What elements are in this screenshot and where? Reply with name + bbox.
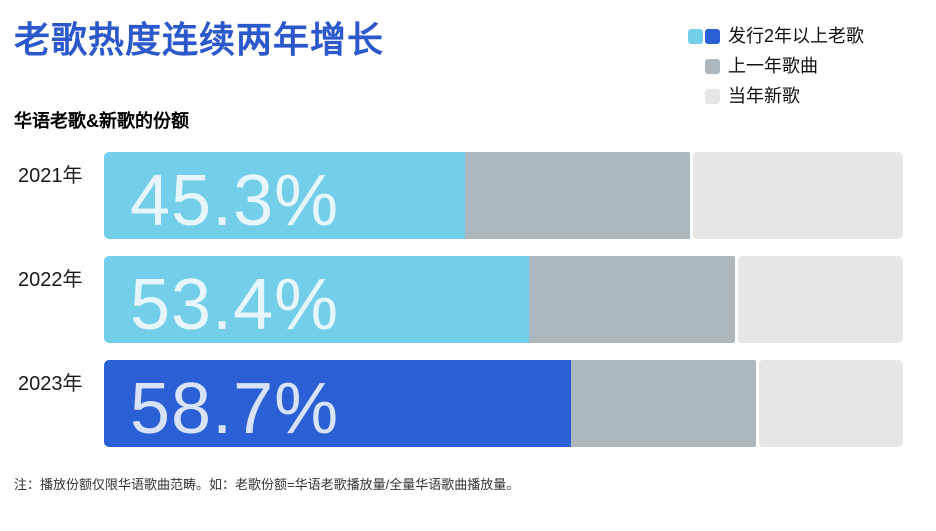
legend-swatch-group: [686, 58, 720, 74]
bar-segment-prev-year: [571, 360, 756, 447]
year-label-2023: 2023年: [18, 373, 83, 395]
bar-2022: 53.4%: [104, 256, 903, 343]
bar-row-2022: 2022年 53.4%: [0, 256, 903, 343]
bar-row-2021: 2021年 45.3%: [0, 152, 903, 239]
bar-2023: 58.7%: [104, 360, 903, 447]
legend-swatch-old-light-blue-icon: [688, 28, 703, 44]
legend-label-new-songs: 当年新歌: [728, 86, 800, 106]
footnote: 注：播放份额仅限华语歌曲范畴。如：老歌份额=华语老歌播放量/全量华语歌曲播放量。: [14, 477, 520, 492]
legend-label-old-songs: 发行2年以上老歌: [728, 26, 865, 46]
bar-value-label-2022: 53.4%: [130, 264, 340, 345]
bar-value-label-2021: 45.3%: [130, 160, 340, 241]
legend-item-prev-year: 上一年歌曲: [686, 51, 864, 81]
bar-segment-prev-year: [529, 256, 736, 343]
legend-swatch-new-song-gray-icon: [705, 88, 720, 104]
legend-label-prev-year: 上一年歌曲: [728, 56, 818, 76]
legend-swatch-group: [686, 88, 720, 104]
stacked-bar-chart: 2021年 45.3% 2022年 53.4% 2023年: [0, 152, 903, 464]
bar-segment-new-songs: [692, 152, 903, 239]
bar-value-label-2023: 58.7%: [130, 368, 340, 449]
bar-segment-old-songs: 53.4%: [104, 256, 530, 345]
legend-item-new-songs: 当年新歌: [686, 81, 864, 111]
bar-segment-new-songs: [738, 256, 903, 343]
year-label-2021: 2021年: [18, 165, 83, 187]
legend-swatch-prev-year-gray-icon: [705, 58, 720, 74]
legend-item-old-songs: 发行2年以上老歌: [686, 21, 864, 51]
legend: 发行2年以上老歌 上一年歌曲 当年新歌: [686, 21, 864, 111]
page-title: 老歌热度连续两年增长: [14, 19, 385, 60]
bar-2021: 45.3%: [104, 152, 903, 239]
bar-segment-new-songs: [758, 360, 903, 447]
bar-segment-old-songs: 58.7%: [104, 360, 572, 449]
bar-segment-old-songs: 45.3%: [104, 152, 465, 239]
chart-subtitle: 华语老歌&新歌的份额: [14, 111, 189, 131]
year-label-2022: 2022年: [18, 269, 83, 291]
legend-swatch-group: [686, 28, 720, 44]
legend-swatch-old-dark-blue-icon: [705, 28, 720, 44]
bar-segment-prev-year: [464, 152, 690, 239]
bar-row-2023: 2023年 58.7%: [0, 360, 903, 447]
